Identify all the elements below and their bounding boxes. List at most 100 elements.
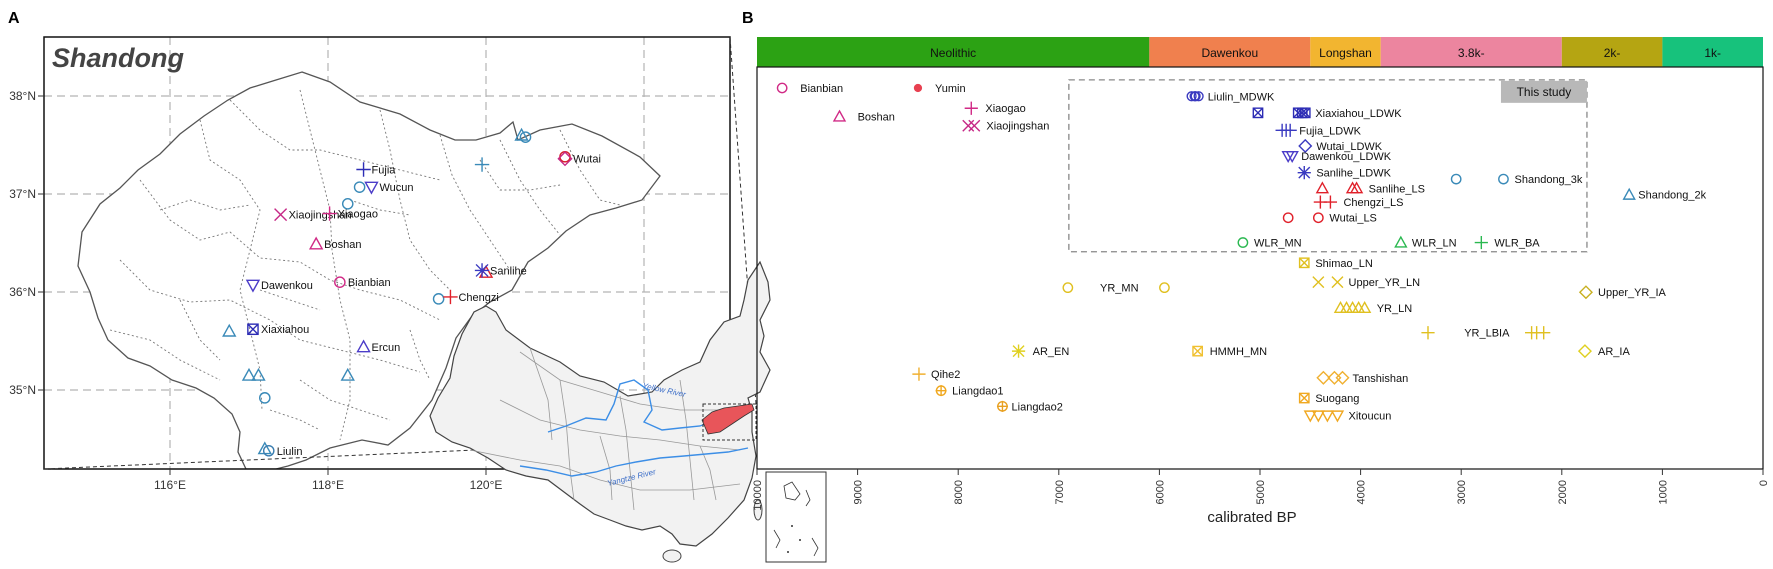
- data-point: [1299, 107, 1311, 119]
- data-point: [1252, 107, 1264, 119]
- this-study-box: This study: [1068, 79, 1588, 253]
- site-marker: [364, 181, 379, 195]
- site-marker: [274, 208, 288, 222]
- period-label: 3.8k-: [1458, 46, 1485, 60]
- series-label: Sanlihe_LS: [1369, 183, 1425, 195]
- data-point: [1062, 282, 1074, 294]
- data-point: [1421, 326, 1435, 340]
- series-label: WLR_LN: [1412, 238, 1457, 250]
- data-point: [1537, 326, 1551, 340]
- period-label: 2k-: [1604, 46, 1621, 60]
- site-marker: [341, 197, 354, 210]
- data-point: [1578, 285, 1593, 300]
- series-label: Chengzi_LS: [1343, 197, 1403, 209]
- taiwan-island: [753, 499, 763, 521]
- data-point: [1577, 344, 1592, 359]
- data-point: [964, 101, 978, 115]
- shandong-highlight: [701, 403, 755, 435]
- this-study-badge: [1500, 80, 1587, 103]
- series-label: Fujia_LDWK: [1299, 125, 1361, 137]
- map-title: Shandong: [52, 43, 184, 73]
- period-label: Neolithic: [930, 46, 976, 60]
- x-tick-label: 8000: [953, 480, 965, 504]
- period-segment: [1561, 37, 1663, 67]
- site-marker: [322, 206, 337, 221]
- data-point: [1330, 410, 1345, 423]
- site-marker: [251, 367, 266, 381]
- map-y-tick: 36°N: [9, 285, 36, 299]
- x-tick-label: 7000: [1054, 480, 1066, 504]
- map-y-tick: 38°N: [9, 89, 36, 103]
- data-point: [1192, 345, 1204, 357]
- site-label: Ercun: [372, 342, 401, 354]
- county-boundaries: [109, 89, 621, 441]
- map-y-axis: 38°N 37°N 36°N 35°N: [9, 89, 44, 397]
- data-point: [776, 82, 788, 94]
- x-axis-label: calibrated BP: [1207, 509, 1296, 526]
- site-label: Boshan: [324, 239, 361, 251]
- series-label: Liangdao1: [952, 386, 1003, 398]
- series-label: Shandong_2k: [1638, 190, 1706, 202]
- data-point: [1474, 235, 1488, 250]
- series-label: Wutai_LS: [1329, 213, 1377, 225]
- series-label: Bianbian: [800, 83, 843, 95]
- data-point: [1622, 187, 1636, 200]
- site-marker: [258, 392, 271, 404]
- site-marker: [474, 157, 490, 172]
- data-point: [1357, 300, 1372, 313]
- period-label: Longshan: [1319, 46, 1372, 60]
- series-label: Dawenkou_LDWK: [1301, 151, 1392, 163]
- series-label: Shandong_3k: [1515, 174, 1583, 186]
- x-tick-label: 3000: [1456, 480, 1468, 504]
- site-label: Bianbian: [348, 277, 391, 289]
- panel-a-letter: A: [8, 10, 20, 27]
- china-outline: [429, 260, 771, 547]
- map-frame: [43, 36, 731, 470]
- china-inset-map: Yellow River Yangtze River: [429, 260, 771, 563]
- site-label: Fujia: [372, 165, 397, 177]
- south-china-sea-inset: [765, 471, 827, 563]
- site-label: Xiaogao: [338, 209, 378, 221]
- data-point: [1450, 173, 1462, 185]
- site-label: Chengzi: [458, 292, 498, 304]
- period-segment: [1310, 37, 1381, 67]
- this-study-label: This study: [1517, 85, 1572, 99]
- site-marker: [356, 162, 371, 177]
- shandong-locator-box: [702, 403, 757, 441]
- period-segment: [1662, 37, 1763, 67]
- data-point: [1011, 344, 1026, 358]
- series-label: AR_IA: [1598, 346, 1630, 358]
- data-point: [1297, 166, 1311, 180]
- chart-x-axis: 10000 9000 8000 7000 6000 5000 4000 3000 2000 100…: [752, 469, 1770, 511]
- series-label: Xiaxiahou_LDWK: [1315, 108, 1402, 120]
- map-y-tick: 37°N: [9, 187, 36, 201]
- site-marker: [241, 367, 257, 381]
- series-label: Qihe2: [931, 369, 960, 381]
- data-point: [1298, 392, 1310, 404]
- data-point: [1315, 181, 1330, 194]
- series-label: Xiaojingshan: [986, 121, 1049, 133]
- data-point: [1303, 410, 1317, 423]
- site-marker: [222, 323, 237, 337]
- site-marker: [557, 151, 573, 167]
- series-label: Sanlihe_LDWK: [1316, 168, 1391, 180]
- period-segment: [757, 37, 1150, 67]
- series-label: WLR_BA: [1494, 238, 1540, 250]
- map-x-tick: 116°E: [154, 478, 186, 492]
- site-label: Dawenkou: [261, 280, 313, 292]
- series-label: Wutai_LDWK: [1316, 141, 1382, 153]
- series-label: HMMH_MN: [1210, 346, 1267, 358]
- series-label: AR_EN: [1033, 346, 1070, 358]
- data-point: [1189, 91, 1204, 102]
- site-label: Sanlihe: [490, 265, 527, 277]
- site-marker: [353, 181, 366, 193]
- data-point: [1498, 173, 1509, 185]
- x-tick-label: 6000: [1154, 480, 1166, 504]
- data-point: [1349, 181, 1364, 194]
- x-tick-label: 2000: [1557, 480, 1569, 504]
- site-marker: [262, 444, 275, 457]
- data-point: [962, 119, 975, 132]
- period-label: 1k-: [1704, 46, 1721, 60]
